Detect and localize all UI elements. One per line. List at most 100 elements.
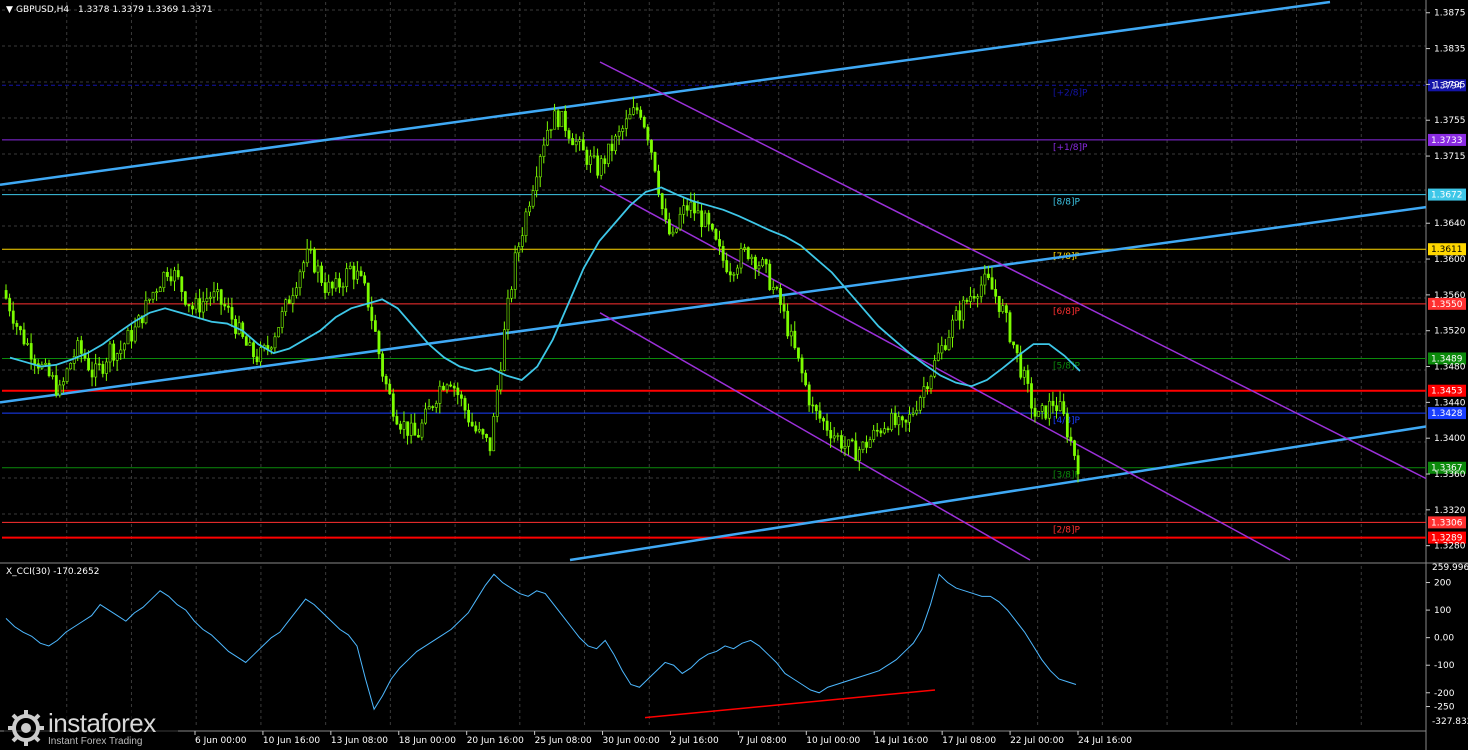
cci-tick-label: 200	[1434, 579, 1451, 589]
candle-body	[1012, 341, 1015, 346]
price-axis-badge-label: 1.3611	[1431, 245, 1463, 255]
price-axis-badge-label: 1.3289	[1431, 534, 1463, 544]
candle-body	[929, 375, 933, 390]
time-tick-label: 7 Jul 08:00	[738, 736, 787, 746]
candle-body	[571, 138, 574, 146]
candle-body	[123, 343, 126, 351]
candle-body	[449, 384, 453, 387]
candle-body	[725, 260, 729, 273]
candle-body	[574, 141, 578, 146]
candle-body	[47, 362, 51, 377]
candle-body	[434, 403, 438, 408]
candle-body	[940, 345, 944, 354]
candle-body	[309, 248, 313, 251]
candle-body	[911, 412, 915, 415]
candle-body	[320, 265, 324, 283]
candle-body	[1076, 455, 1080, 475]
candle-body	[689, 201, 693, 211]
price-axis-badge	[1428, 79, 1466, 92]
candle-body	[875, 429, 879, 432]
candle-body	[721, 245, 725, 261]
price-tick-label: 1.3280	[1434, 542, 1466, 552]
candle-body	[589, 155, 592, 165]
candle-body	[700, 210, 704, 228]
candle-body	[1040, 405, 1044, 412]
candle-body	[323, 282, 327, 293]
price-tick-label: 1.3715	[1434, 152, 1466, 162]
candle-body	[585, 149, 589, 165]
candle-body	[506, 297, 510, 331]
candle-body	[718, 239, 721, 247]
candle-body	[29, 343, 33, 360]
candle-body	[890, 412, 894, 431]
candle-body	[829, 430, 833, 439]
candle-body	[402, 421, 406, 430]
candle-body	[495, 389, 499, 417]
candle-body	[481, 429, 485, 435]
candle-body	[377, 331, 381, 355]
price-axis-badge-label: 1.3672	[1431, 191, 1463, 201]
candle-body	[811, 404, 815, 407]
time-tick-label: 18 Jun 00:00	[399, 736, 456, 746]
candle-body	[800, 357, 804, 374]
price-axis-badge	[1428, 516, 1466, 529]
candle-body	[51, 375, 55, 377]
candle-body	[255, 356, 259, 363]
candle-body	[1073, 440, 1076, 456]
candle-body	[667, 219, 671, 235]
candle-body	[126, 330, 130, 345]
candle-body	[180, 276, 184, 292]
candle-body	[976, 296, 980, 299]
candle-body	[187, 304, 191, 307]
candle-body	[442, 385, 445, 391]
candle-body	[918, 397, 922, 411]
candle-body	[983, 273, 987, 286]
candle-body	[969, 296, 972, 302]
candle-body	[653, 152, 657, 172]
cci-tick-label: 100	[1434, 606, 1451, 616]
candle-body	[295, 287, 298, 296]
candle-body	[1001, 305, 1005, 312]
candle-body	[581, 139, 585, 151]
candle-body	[338, 278, 341, 288]
candle-body	[915, 409, 919, 414]
price-axis-badge	[1428, 531, 1466, 544]
candle-body	[535, 176, 539, 191]
cci-scale-min: -327.832	[1432, 717, 1468, 727]
murray-label: [2/8]P	[1053, 525, 1081, 535]
candle-body	[1022, 370, 1026, 378]
candle-body	[703, 212, 707, 228]
candle-body	[768, 263, 772, 290]
price-tick-label: 1.3520	[1434, 327, 1466, 337]
channel-line	[0, 205, 1427, 404]
murray-label: [6/8]P	[1053, 307, 1081, 317]
candle-body	[510, 289, 514, 299]
candle-body	[155, 291, 159, 293]
candle-body	[445, 384, 449, 391]
moving-average-line	[9, 186, 1081, 388]
candle-body	[173, 270, 177, 282]
price-axis: 1.37941.37331.36721.36111.35501.34891.34…	[1426, 9, 1466, 552]
murray-label: [8/8]P	[1053, 198, 1081, 208]
price-axis-badge	[1428, 188, 1466, 201]
price-axis-badge	[1428, 297, 1466, 310]
candle-body	[112, 343, 116, 361]
candle-body	[728, 271, 732, 276]
candle-body	[872, 429, 876, 440]
candle-body	[488, 437, 492, 452]
candle-body	[743, 247, 747, 250]
chart-menu-arrow[interactable]: ▼	[6, 5, 13, 15]
candle-body	[97, 363, 101, 366]
price-axis-badge	[1428, 384, 1466, 397]
candle-body	[757, 265, 761, 270]
candle-body	[610, 143, 614, 152]
price-tick-label: 1.3560	[1434, 291, 1466, 301]
candle-body	[219, 289, 223, 305]
candle-body	[503, 329, 506, 371]
candle-body	[736, 267, 739, 275]
candle-body	[359, 270, 363, 277]
candle-body	[517, 246, 521, 254]
candle-body	[101, 364, 105, 374]
candle-body	[230, 307, 234, 320]
